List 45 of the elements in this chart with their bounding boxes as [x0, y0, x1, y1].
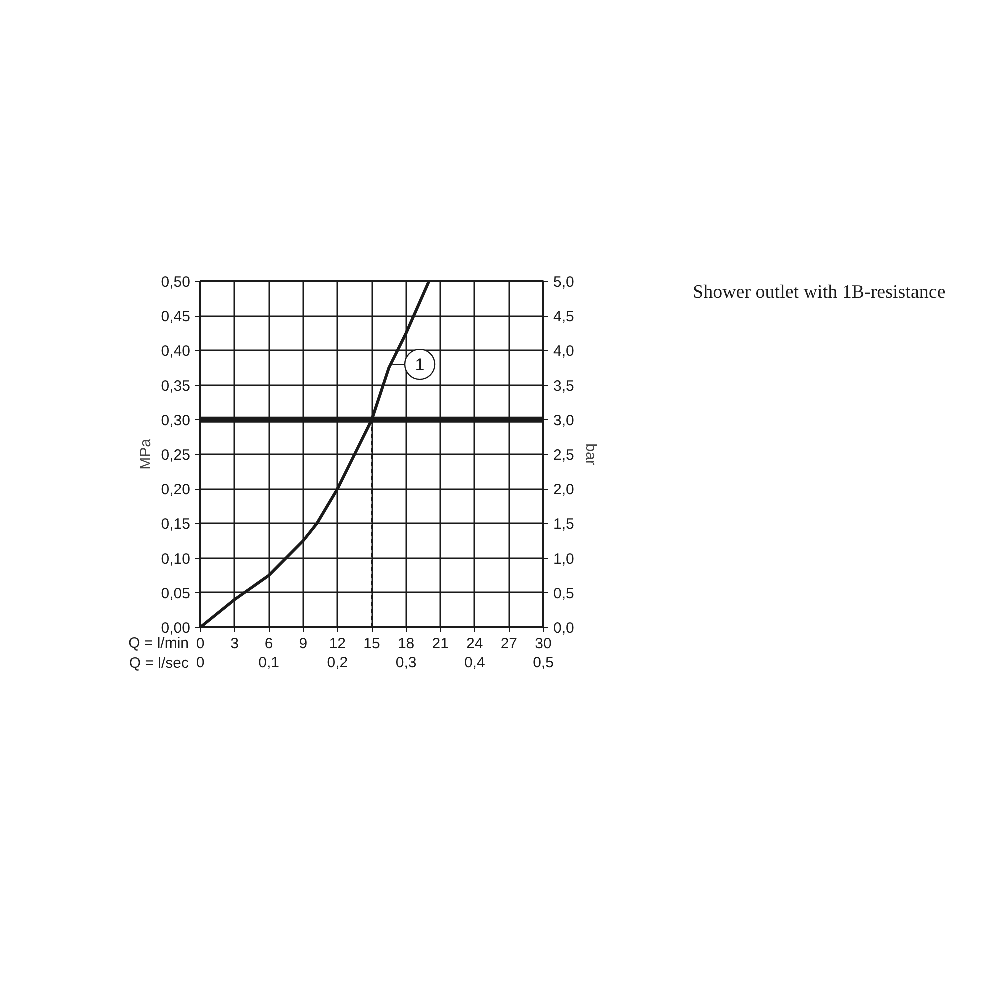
x2-tick-label: 0,4: [464, 654, 486, 672]
y2-tick-label: 3,0: [554, 412, 574, 430]
y2-tick-label: 4,5: [554, 308, 574, 326]
y-tick-label: 0,25: [161, 447, 191, 464]
annotation: 1: [415, 356, 425, 375]
y-tick-label: 0,00: [161, 620, 191, 637]
x2-axis-title: Q = l/sec: [129, 654, 189, 674]
text: Shower outlet with 1B-resistance: [693, 281, 946, 305]
y2-tick-label: 0,0: [554, 620, 574, 637]
y2-tick-label: 1,5: [554, 516, 574, 534]
y-tick-label: 0,30: [161, 412, 191, 430]
x-tick-label: 21: [432, 636, 449, 652]
y2-tick-label: 2,5: [554, 447, 574, 464]
y-tick-label: 0,20: [161, 482, 191, 499]
x2-tick-label: 0,3: [396, 654, 417, 672]
x-tick-label: 6: [264, 636, 274, 652]
y-tick-label: 0,15: [161, 516, 191, 534]
y2-axis-title: bar: [582, 444, 600, 466]
x-tick-label: 18: [398, 636, 415, 652]
y2-tick-label: 4,0: [554, 343, 574, 360]
y-axis-title: MPa: [137, 438, 154, 470]
y-tick-label: 0,35: [161, 378, 191, 395]
x-axis-title: Q = l/min: [128, 635, 189, 654]
y2-tick-label: 5,0: [554, 274, 574, 291]
x2-tick-label: 0,2: [327, 654, 348, 672]
x2-tick-label: 0,1: [258, 654, 280, 672]
x-tick-label: 0: [196, 636, 205, 652]
y-tick-label: 0,05: [161, 585, 191, 602]
x-tick-label: 3: [230, 636, 239, 652]
y2-tick-label: 3,5: [554, 378, 574, 395]
y-tick-label: 0,50: [161, 274, 191, 291]
x-tick-label: 12: [329, 636, 346, 652]
y-tick-label: 0,45: [161, 308, 191, 326]
y2-tick-label: 0,5: [554, 585, 574, 602]
x-tick-label: 9: [299, 636, 308, 652]
y-tick-label: 0,40: [161, 343, 191, 360]
x2-tick-label: 0,5: [533, 654, 554, 672]
x-tick-label: 15: [364, 636, 380, 652]
y2-tick-label: 2,0: [554, 482, 574, 499]
x-tick-label: 30: [535, 636, 552, 652]
x-tick-label: 27: [500, 636, 518, 652]
y-tick-label: 0,10: [161, 550, 191, 568]
x-tick-label: 24: [466, 636, 484, 652]
x2-tick-label: 0: [196, 654, 205, 672]
y2-tick-label: 1,0: [554, 550, 574, 568]
